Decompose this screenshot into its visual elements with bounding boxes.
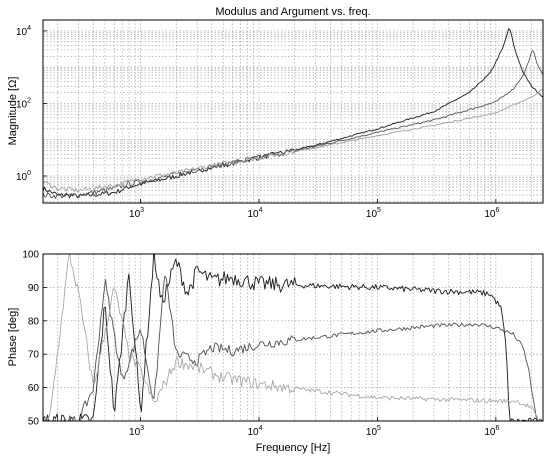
x-tick-label: 103: [129, 425, 144, 438]
x-tick-label: 103: [129, 207, 144, 220]
y-tick-label: 102: [16, 97, 31, 110]
x-tick-label: 106: [484, 207, 499, 220]
phase-y-axis-label: Phase [deg]: [7, 308, 19, 367]
y-tick-label: 60: [28, 383, 40, 394]
magnitude-grid: [43, 20, 543, 203]
y-tick-label: 70: [28, 350, 40, 361]
phase-x-ticks: 103 104 105 106: [129, 417, 499, 438]
y-tick-label: 100: [16, 170, 31, 183]
x-tick-label: 104: [247, 425, 262, 438]
phase-x-axis-label: Frequency [Hz]: [256, 442, 331, 454]
magnitude-y-ticks: 100 102 104: [16, 25, 47, 183]
chart-title: Modulus and Argument vs. freq.: [215, 6, 370, 18]
magnitude-x-ticks: 103 104 105 106: [129, 199, 499, 220]
phase-series: [43, 254, 543, 421]
x-tick-label: 104: [247, 207, 262, 220]
series-line-2: [43, 275, 543, 421]
phase-plot: 103 104 105 106 50 60 70 80 90 100 Phase [deg] F…: [7, 250, 544, 454]
phase-axes-box: [42, 253, 544, 422]
y-tick-label: 104: [16, 25, 31, 38]
series-line-2: [43, 50, 543, 200]
magnitude-axes-box: [42, 19, 544, 204]
magnitude-y-axis-label: Magnitude [Ω]: [7, 77, 19, 146]
magnitude-series: [43, 28, 543, 200]
x-tick-label: 105: [366, 425, 381, 438]
magnitude-plot: 103 104 105 106 100 102 104 Magnitude [Ω]: [7, 19, 544, 220]
y-tick-label: 80: [28, 316, 40, 327]
series-line-3: [43, 88, 543, 193]
x-tick-label: 106: [484, 425, 499, 438]
y-tick-label: 90: [28, 283, 40, 294]
y-tick-label: 100: [22, 250, 39, 261]
y-tick-label: 50: [28, 417, 40, 428]
series-line-1: [43, 254, 539, 421]
x-tick-label: 105: [366, 207, 381, 220]
series-line-1: [43, 28, 543, 199]
series-line-3: [44, 254, 542, 421]
